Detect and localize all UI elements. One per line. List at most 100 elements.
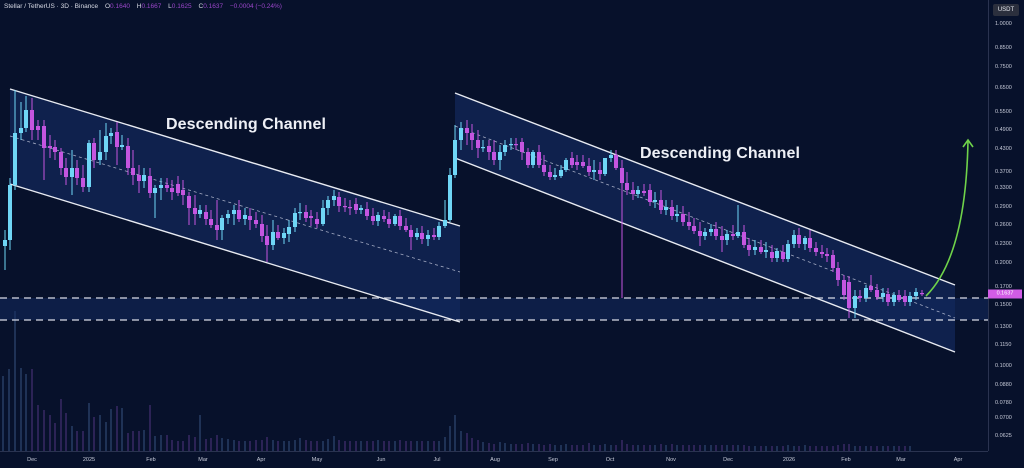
candle-body bbox=[359, 208, 363, 210]
volume-bar bbox=[760, 446, 762, 451]
volume-bar bbox=[416, 441, 418, 451]
candle-body bbox=[432, 235, 436, 237]
candle-body bbox=[282, 233, 286, 238]
volume-bar bbox=[233, 440, 235, 451]
volume-bar bbox=[143, 430, 145, 451]
candle-body bbox=[226, 214, 230, 218]
volume-bar bbox=[454, 415, 456, 451]
volume-bar bbox=[870, 446, 872, 451]
time-tick-label: Feb bbox=[146, 457, 156, 463]
channel-upper-line[interactable] bbox=[9, 88, 461, 227]
candle-body bbox=[181, 190, 185, 195]
volume-bar bbox=[521, 444, 523, 451]
candle-body bbox=[131, 168, 135, 175]
volume-bar bbox=[576, 445, 578, 451]
volume-bar bbox=[815, 446, 817, 451]
volume-bar bbox=[166, 435, 168, 451]
candle-body bbox=[176, 184, 180, 193]
candle-body bbox=[526, 152, 530, 165]
candle-body bbox=[426, 235, 430, 239]
volume-bar bbox=[305, 440, 307, 451]
candle-body bbox=[187, 196, 191, 208]
volume-bar bbox=[904, 446, 906, 451]
volume-bar bbox=[383, 441, 385, 451]
channel-midline[interactable] bbox=[9, 135, 461, 273]
candle-body bbox=[420, 233, 424, 239]
candle-body bbox=[365, 209, 369, 216]
price-axis[interactable] bbox=[988, 0, 1024, 451]
candle-body bbox=[265, 236, 269, 245]
channel-label[interactable]: Descending Channel bbox=[166, 116, 327, 133]
candle-body bbox=[770, 252, 774, 258]
channel-lower-line[interactable] bbox=[454, 157, 956, 353]
candle-body bbox=[842, 280, 846, 295]
candle-body bbox=[903, 296, 907, 302]
candle-body bbox=[271, 232, 275, 245]
candle-body bbox=[309, 216, 313, 218]
volume-bar bbox=[316, 441, 318, 451]
candle-body bbox=[87, 143, 91, 187]
volume-bar bbox=[160, 435, 162, 451]
candle-body bbox=[825, 254, 829, 256]
candle-body bbox=[742, 232, 746, 245]
time-tick-label: Dec bbox=[27, 457, 37, 463]
volume-bar bbox=[671, 444, 673, 451]
currency-unit-button[interactable]: USDT bbox=[993, 4, 1019, 16]
volume-bar bbox=[676, 445, 678, 451]
volume-bar bbox=[377, 440, 379, 451]
volume-bar bbox=[693, 445, 695, 451]
candle-body bbox=[232, 210, 236, 214]
volume-bar bbox=[349, 441, 351, 451]
ohlc-low-value: 0.1625 bbox=[171, 3, 192, 10]
time-tick-label: Aug bbox=[490, 457, 500, 463]
volume-bar bbox=[821, 446, 823, 451]
price-plot-area[interactable] bbox=[0, 0, 988, 451]
candle-body bbox=[30, 110, 34, 130]
candle-body bbox=[332, 196, 336, 200]
breakout-arrow[interactable] bbox=[925, 139, 969, 297]
volume-bar bbox=[105, 422, 107, 451]
candle-body bbox=[437, 226, 441, 237]
volume-bar bbox=[615, 445, 617, 451]
volume-bar bbox=[177, 441, 179, 451]
price-tick-label: 0.0625 bbox=[995, 433, 1012, 439]
candle-body bbox=[725, 234, 729, 240]
volume-bar bbox=[599, 445, 601, 451]
volume-bar bbox=[482, 442, 484, 451]
candle-body bbox=[3, 240, 7, 246]
channel-lower-line[interactable] bbox=[9, 183, 461, 323]
time-tick-label: Apr bbox=[256, 457, 266, 463]
time-axis[interactable]: Dec 2025 Feb Mar Apr May Jun Jul Aug Sep Oct Nov Dec… bbox=[0, 451, 988, 468]
volume-bar bbox=[149, 405, 151, 451]
candle-body bbox=[531, 152, 535, 165]
volume-bar bbox=[333, 436, 335, 451]
candle-body bbox=[109, 133, 113, 136]
volume-bar bbox=[216, 435, 218, 451]
volume-bar bbox=[610, 445, 612, 451]
volume-bar bbox=[49, 415, 51, 451]
channel-label[interactable]: Descending Channel bbox=[640, 145, 801, 162]
candle-body bbox=[24, 110, 28, 128]
price-tick-label: 0.2600 bbox=[995, 222, 1012, 228]
candle-body bbox=[753, 247, 757, 250]
ohlc-close-value: 0.1637 bbox=[203, 3, 224, 10]
time-tick-label: Dec bbox=[723, 457, 733, 463]
candle-body bbox=[498, 152, 502, 160]
volume-bar bbox=[754, 446, 756, 451]
volume-bar bbox=[76, 431, 78, 451]
volume-bar bbox=[20, 368, 22, 451]
candle-body bbox=[575, 162, 579, 165]
price-tick-label: 0.0780 bbox=[995, 400, 1012, 406]
candle-body bbox=[509, 144, 513, 146]
volume-bar bbox=[14, 311, 16, 451]
candle-body bbox=[703, 232, 707, 236]
price-tick-label: 0.1700 bbox=[995, 284, 1012, 290]
candle-body bbox=[287, 227, 291, 234]
volume-bar bbox=[543, 445, 545, 451]
candle-body bbox=[453, 140, 457, 175]
volume-bar bbox=[25, 374, 27, 451]
candle-body bbox=[537, 152, 541, 165]
candle-body bbox=[398, 216, 402, 226]
channel-upper-line[interactable] bbox=[454, 92, 956, 286]
